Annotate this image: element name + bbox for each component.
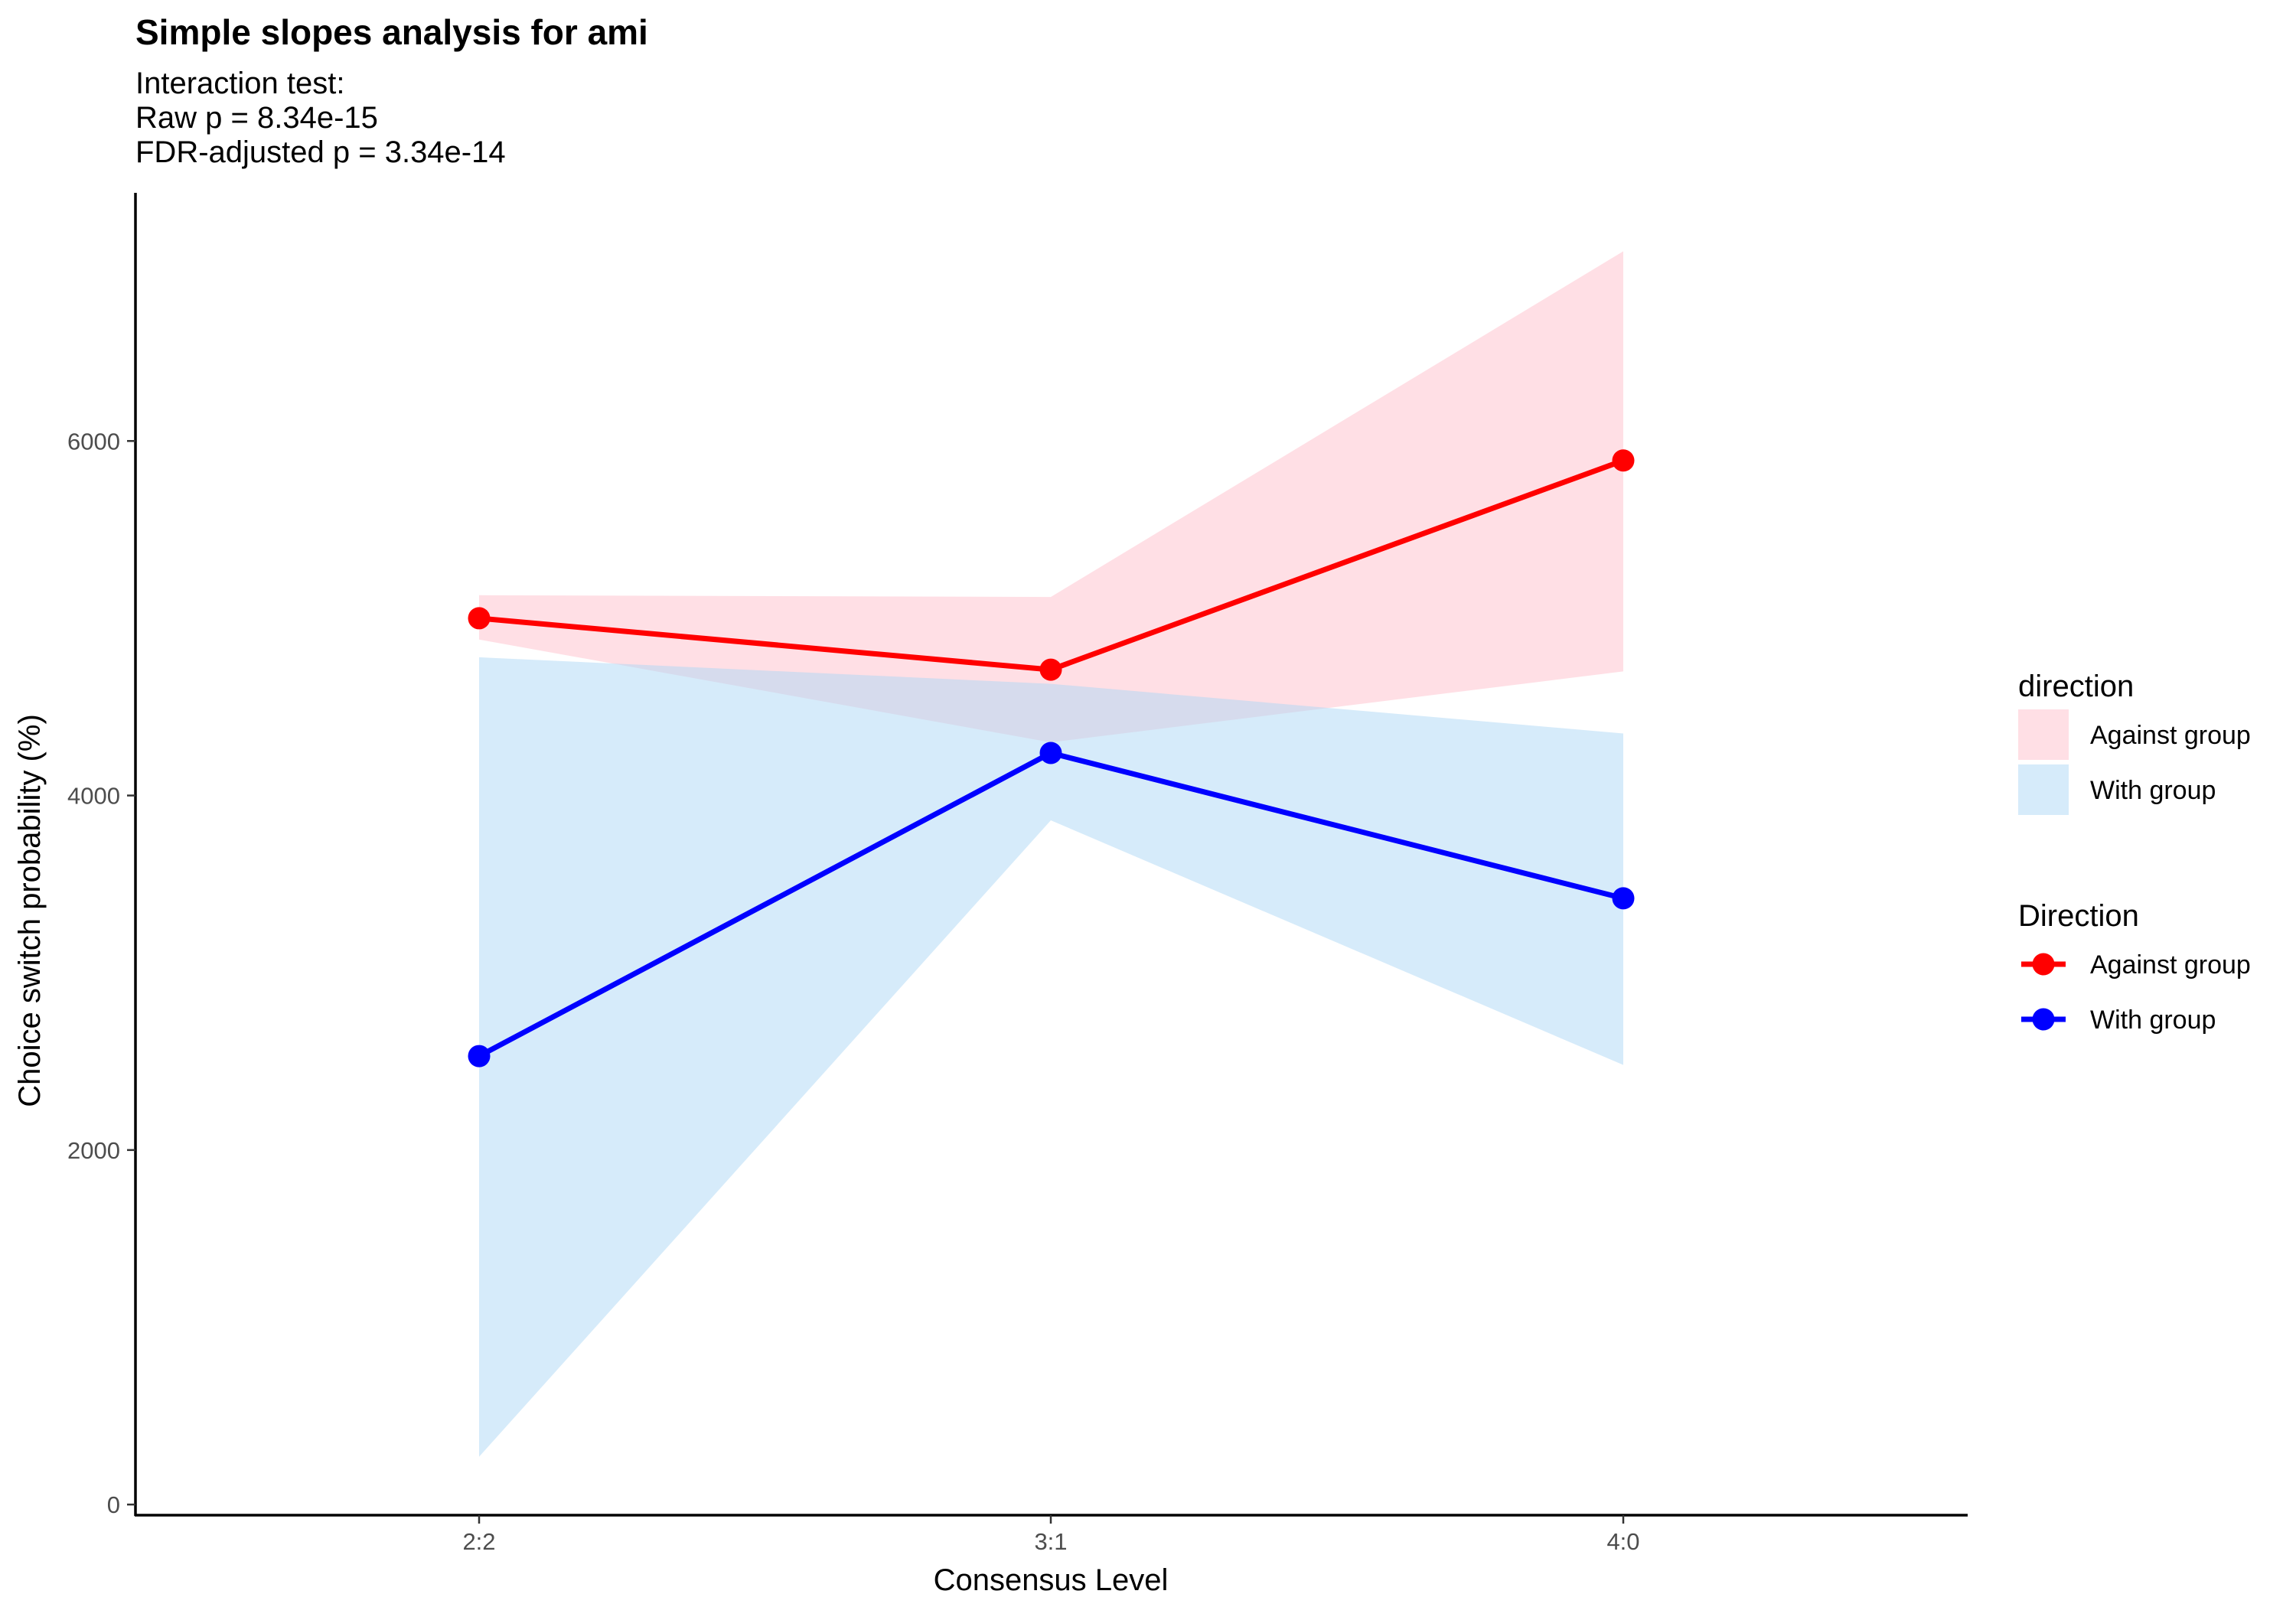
data-point-against-group [468, 607, 491, 630]
y-axis-title: Choice switch probability (%) [13, 714, 47, 1107]
ribbon-with-group [479, 657, 1623, 1457]
subtitle-line-2: Raw p = 8.34e-15 [135, 101, 378, 135]
confidence-ribbons [479, 251, 1623, 1457]
legend-title-fill: direction [2018, 670, 2134, 703]
chart-title: Simple slopes analysis for ami [135, 12, 648, 52]
y-tick-label: 2000 [67, 1137, 120, 1164]
y-tick-label: 0 [107, 1491, 120, 1518]
legend-label: Against group [2090, 950, 2251, 980]
subtitle-line-3: FDR-adjusted p = 3.34e-14 [135, 135, 506, 169]
x-axis-title: Consensus Level [934, 1563, 1169, 1597]
y-tick-label: 6000 [67, 428, 120, 455]
y-tick-label: 4000 [67, 783, 120, 810]
data-point-with-group [1039, 742, 1062, 764]
legends: direction Against group With group Directio… [2018, 670, 2251, 1035]
legend-label: With group [2090, 1006, 2216, 1035]
legend-label: With group [2090, 776, 2216, 805]
x-tick-label: 3:1 [1034, 1528, 1067, 1555]
data-point-against-group [1039, 658, 1062, 681]
data-point-against-group [1612, 449, 1635, 472]
legend-key-ribbon [2018, 764, 2069, 815]
subtitle-line-1: Interaction test: [135, 67, 344, 100]
legend-label: Against group [2090, 721, 2251, 750]
legend-key-ribbon [2018, 709, 2069, 760]
x-tick-label: 4:0 [1606, 1528, 1639, 1555]
axes: 0 2000 4000 6000 2:2 3:1 4:0 [67, 193, 1968, 1555]
series-points [468, 449, 1635, 1068]
data-point-with-group [1612, 887, 1635, 910]
x-tick-label: 2:2 [462, 1528, 495, 1555]
legend-title-line: Direction [2018, 899, 2139, 933]
legend-key-point [2032, 953, 2055, 976]
data-point-with-group [468, 1045, 491, 1068]
ribbon-against-group [479, 251, 1623, 743]
legend-key-point [2032, 1008, 2055, 1031]
